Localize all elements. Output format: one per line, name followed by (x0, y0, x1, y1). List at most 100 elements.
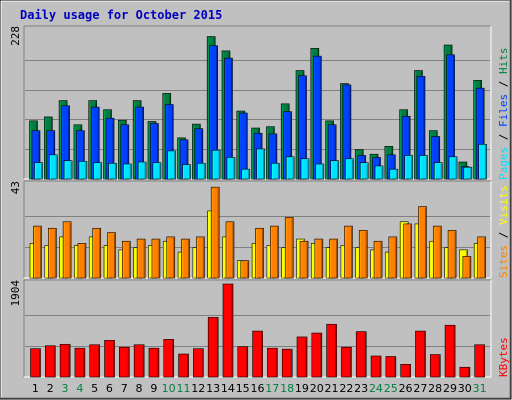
kbytes-bar-day-2-body (45, 345, 56, 378)
kbytes-bar-day-30 (459, 366, 471, 378)
sites-bar-day-13-body (210, 186, 220, 279)
day-label-28: 28 (428, 382, 442, 395)
hits-legend-label: Pages / Files / Hits (497, 48, 510, 181)
kbytes-bar-day-21 (326, 323, 337, 378)
kbytes-bar-day-27-body (415, 330, 426, 378)
kbytes-bar-day-5 (89, 344, 101, 378)
pages-bar-day-15-body (241, 168, 251, 180)
day-label-21: 21 (325, 382, 339, 395)
sites-bar-day-3-body (62, 221, 72, 279)
legend-visits: Visits (497, 185, 510, 225)
kbytes-bar-day-9 (148, 347, 160, 378)
kbytes-bar-day-17 (267, 347, 278, 378)
panel-kbytes-bars (30, 283, 485, 378)
day-label-18: 18 (280, 382, 294, 395)
kbytes-bar-day-8-body (133, 344, 145, 378)
sites-bar-day-22-body (344, 225, 353, 279)
pages-bar-day-26-body (404, 155, 413, 180)
sites-bar-day-9-body (151, 238, 161, 279)
day-label-27: 27 (413, 382, 427, 395)
pages-bar-day-1-body (34, 162, 43, 180)
sites-bar-day-1-body (33, 225, 42, 279)
kbytes-bar-day-4-body (74, 347, 86, 378)
pages-bar-day-16-body (256, 148, 265, 180)
sites-bar-day-16-body (255, 227, 264, 279)
kbytes-bar-day-15-body (237, 346, 249, 378)
kbytes-bar-day-24-body (370, 355, 382, 378)
pages-bar-day-6-body (108, 163, 117, 180)
sites-bar-day-8 (136, 238, 146, 279)
pages-bar-day-4 (78, 161, 88, 180)
day-label-9: 9 (150, 382, 157, 395)
sites-bar-day-10 (166, 236, 176, 279)
kbytes-bar-day-28-body (429, 354, 441, 378)
pages-bar-day-18-body (285, 156, 295, 180)
pages-bar-day-27 (419, 155, 428, 180)
day-label-26: 26 (399, 382, 413, 395)
kbytes-bar-day-9-body (148, 347, 160, 378)
pages-bar-day-14 (226, 157, 236, 180)
legend-sites: Sites (497, 245, 510, 278)
sites-bar-day-14-body (225, 221, 235, 279)
sites-bar-day-25 (388, 236, 398, 279)
kbytes-bar-day-1 (30, 348, 41, 378)
kbytes-bar-day-21-body (326, 323, 337, 378)
pages-bar-day-28-body (433, 162, 443, 180)
sites-bar-day-21-body (329, 238, 338, 279)
sites-bar-day-18 (284, 217, 294, 279)
pages-bar-day-7 (123, 163, 132, 180)
sites-bar-day-11-body (181, 238, 190, 279)
sites-bar-day-29-body (447, 230, 457, 279)
sites-bar-day-12 (196, 236, 205, 279)
sites-bar-day-8-body (136, 238, 146, 279)
pages-bar-day-13 (211, 149, 221, 180)
kbytes-bar-day-16-body (252, 330, 263, 378)
day-label-31: 31 (473, 382, 487, 395)
day-label-8: 8 (136, 382, 143, 395)
visits-sites-panel: 43 Sites / Visits (9, 180, 510, 279)
kbytes-bar-day-22 (341, 346, 352, 378)
legend-kbytes: KBytes (497, 337, 510, 377)
kbytes-bar-day-2 (45, 345, 56, 378)
sites-bar-day-30 (462, 256, 472, 279)
pages-bar-day-2 (49, 154, 58, 180)
day-label-1: 1 (32, 382, 39, 395)
sites-bar-day-19 (299, 240, 309, 279)
kbytes-bar-day-7 (119, 346, 130, 378)
sites-bar-day-15-body (240, 260, 250, 279)
pages-bar-day-10 (167, 150, 177, 180)
day-axis-labels: 1 2 3 4 5 6 7 8 9 10 11 12 13 14 15 16 17 18 19 20 21 22 23 24 2… (32, 382, 487, 395)
pages-bar-day-9 (152, 162, 162, 180)
pages-bar-day-31-body (478, 144, 487, 180)
legend-hits: Hits (497, 48, 510, 75)
pages-bar-day-12 (197, 163, 206, 180)
kbytes-bar-day-14 (222, 283, 234, 378)
sites-bar-day-28 (432, 225, 442, 279)
day-label-24: 24 (369, 382, 383, 395)
kbytes-bar-day-13-body (207, 317, 219, 378)
sites-bar-day-6-body (107, 232, 116, 279)
sites-bar-day-9 (151, 238, 161, 279)
pages-bar-day-8 (137, 161, 147, 180)
visits-ymax-label: 43 (9, 181, 22, 194)
kbytes-bar-day-25 (385, 356, 397, 378)
sites-bar-day-6 (107, 232, 116, 279)
pages-bar-day-25 (389, 168, 399, 180)
legend-pages: Pages (497, 147, 510, 180)
kbytes-bar-day-8 (133, 344, 145, 378)
kbytes-bar-day-26-body (400, 364, 411, 378)
sites-bar-day-14 (225, 221, 235, 279)
pages-bar-day-10-body (167, 150, 177, 180)
sites-bar-day-26-body (403, 223, 412, 279)
panel-hits-bars (29, 36, 487, 180)
sites-bar-day-27 (418, 206, 427, 279)
sites-bar-day-25-body (388, 236, 398, 279)
kbytes-bar-day-20 (311, 332, 323, 378)
pages-bar-day-21 (330, 160, 339, 180)
hits-files-pages-panel: 228 Pages / Files / Hits (9, 25, 510, 181)
kbytes-bar-day-6-body (104, 340, 115, 378)
visits-legend-label: Sites / Visits (497, 185, 510, 278)
pages-bar-day-12-body (197, 163, 206, 180)
legend-sep-3: / (497, 225, 510, 245)
